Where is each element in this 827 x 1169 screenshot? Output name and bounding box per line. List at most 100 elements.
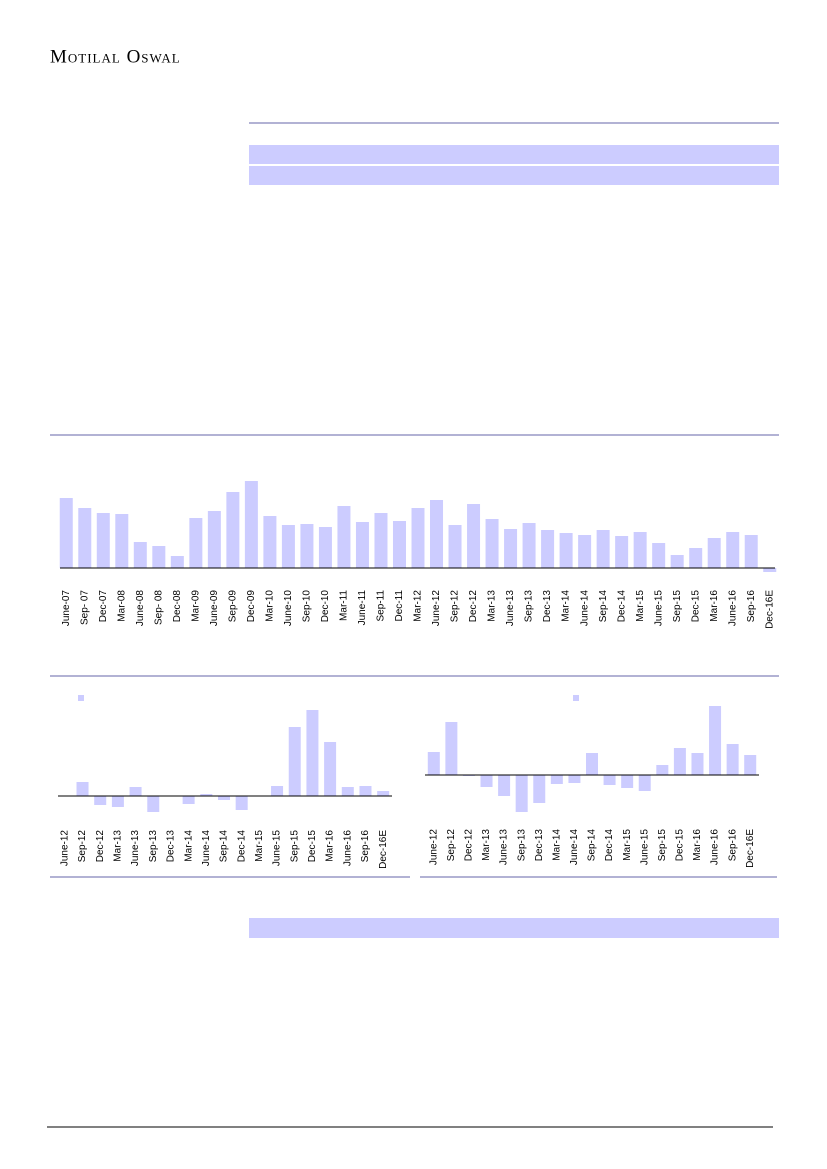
x-tick-label: Dec-14 <box>236 830 247 863</box>
x-tick-label: Dec-12 <box>464 829 475 862</box>
x-tick-label: Sep- 08 <box>153 590 164 625</box>
x-tick-label: Dec-16E <box>764 590 775 629</box>
bar <box>244 481 258 568</box>
bar <box>129 787 142 796</box>
bar <box>691 753 704 775</box>
x-tick-label: Mar-10 <box>265 590 276 622</box>
bar <box>374 513 388 568</box>
bar <box>578 535 592 568</box>
bar <box>189 518 203 568</box>
bar <box>182 796 195 804</box>
x-tick-label: Sep-12 <box>77 830 88 863</box>
logo: Motilal Oswal <box>50 46 181 67</box>
x-tick-label: Mar-14 <box>551 829 562 861</box>
x-tick-label: June-16 <box>342 830 353 867</box>
x-tick-label: Mar-15 <box>254 830 265 862</box>
x-tick-label: Sep- 07 <box>79 590 90 625</box>
bar <box>515 775 528 812</box>
bar <box>726 532 740 568</box>
x-tick-label: June-07 <box>61 590 72 627</box>
bar <box>689 548 703 568</box>
x-tick-label: June-14 <box>201 830 212 867</box>
bar <box>306 710 319 796</box>
bar <box>467 504 481 568</box>
bar <box>744 755 757 775</box>
x-tick-label: Sep-14 <box>219 830 230 863</box>
x-tick-label: June-13 <box>505 590 516 627</box>
shade-bar <box>249 166 779 185</box>
x-tick-label: Dec-16E <box>378 830 389 869</box>
x-tick-label: Dec-11 <box>394 590 405 622</box>
x-tick-label: June-14 <box>579 590 590 627</box>
bar <box>281 525 295 568</box>
bar <box>96 513 110 568</box>
x-tick-label: Dec-14 <box>616 590 627 623</box>
bar <box>638 775 651 791</box>
bar <box>707 538 721 568</box>
shade-bar <box>249 918 779 938</box>
bar <box>207 511 221 568</box>
bar <box>226 492 240 568</box>
x-tick-label: Mar-16 <box>325 830 336 862</box>
x-tick-label: Mar-14 <box>183 830 194 862</box>
x-tick-label: Dec-13 <box>542 590 553 623</box>
bar <box>559 533 573 568</box>
bar <box>152 546 166 568</box>
x-tick-label: Dec-13 <box>166 830 177 863</box>
bar <box>76 782 89 796</box>
x-tick-label: Mar-12 <box>413 590 424 622</box>
x-tick-label: June-12 <box>428 829 439 866</box>
x-tick-label: Dec-16E <box>745 829 756 868</box>
x-tick-label: Mar-15 <box>622 829 633 861</box>
x-tick-label: Mar-16 <box>692 829 703 861</box>
x-tick-label: Mar-08 <box>116 590 127 622</box>
bar <box>430 500 444 568</box>
x-tick-label: Mar-09 <box>190 590 201 622</box>
x-tick-label: Dec-12 <box>468 590 479 623</box>
x-tick-label: June-15 <box>272 830 283 867</box>
legend-swatch <box>78 695 84 701</box>
x-tick-label: Sep-14 <box>598 590 609 623</box>
bar <box>200 794 213 796</box>
x-tick-label: Sep-09 <box>228 590 239 623</box>
legend-swatch <box>573 695 579 701</box>
x-tick-label: Dec-10 <box>320 590 331 623</box>
bar <box>392 521 406 568</box>
x-tick-label: June-12 <box>59 830 70 867</box>
x-tick-label: Sep-12 <box>450 590 461 623</box>
bar <box>568 775 581 783</box>
x-tick-label: Sep-16 <box>746 590 757 623</box>
bar <box>673 748 686 775</box>
x-tick-label: Mar-16 <box>709 590 720 622</box>
x-tick-label: June-11 <box>357 590 368 626</box>
x-tick-label: Mar-13 <box>113 830 124 862</box>
bar <box>652 543 666 568</box>
bar <box>78 508 92 568</box>
bar <box>427 752 440 775</box>
x-tick-label: Sep-15 <box>672 590 683 623</box>
x-tick-label: Dec-08 <box>172 590 183 623</box>
x-tick-label: Sep-12 <box>446 829 457 862</box>
bar <box>288 727 301 796</box>
x-tick-label: Dec-14 <box>604 829 615 862</box>
bar <box>271 786 284 796</box>
bar <box>263 516 277 568</box>
x-tick-label: Sep-15 <box>657 829 668 862</box>
bar <box>355 522 369 568</box>
x-tick-label: June-15 <box>653 590 664 627</box>
x-tick-label: Dec-12 <box>95 830 106 863</box>
bar <box>133 542 147 568</box>
x-tick-label: June-12 <box>431 590 442 627</box>
x-tick-label: Dec-07 <box>98 590 109 623</box>
bar <box>615 536 629 568</box>
bar <box>670 555 684 568</box>
bar <box>480 775 493 787</box>
bar <box>522 523 536 568</box>
x-tick-label: Mar-15 <box>635 590 646 622</box>
x-tick-label: June-09 <box>209 590 220 627</box>
bar <box>744 535 758 568</box>
x-tick-label: Dec-09 <box>246 590 257 623</box>
x-tick-label: Dec-15 <box>675 829 686 862</box>
